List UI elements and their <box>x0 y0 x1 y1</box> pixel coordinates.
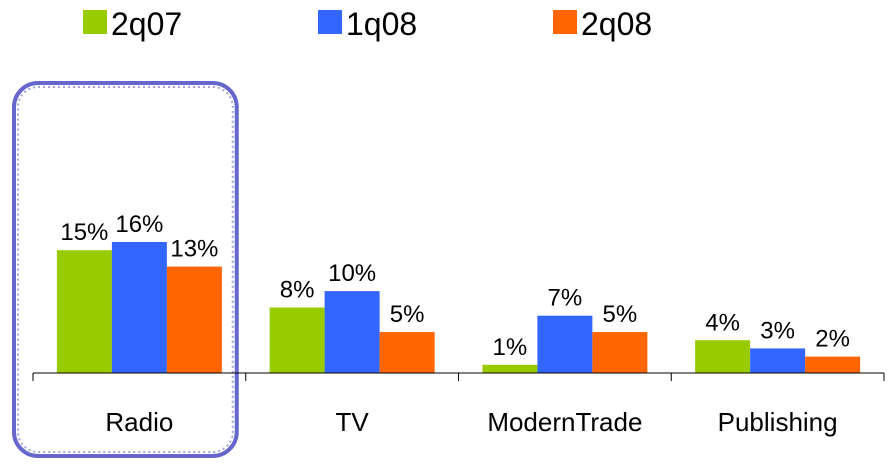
legend-label-2q07: 2q07 <box>111 6 182 42</box>
category-label-moderntrade: ModernTrade <box>487 407 642 437</box>
legend-swatch-1q08 <box>318 10 342 34</box>
category-label-publishing: Publishing <box>718 407 838 437</box>
category-label-tv: TV <box>336 407 370 437</box>
bar-moderntrade-2q08 <box>592 332 648 373</box>
highlight-layer <box>12 81 239 458</box>
value-label-moderntrade-2q07: 1% <box>493 334 528 361</box>
bar-publishing-2q07 <box>695 340 751 373</box>
category-label-radio: Radio <box>105 407 173 437</box>
value-label-moderntrade-2q08: 5% <box>603 301 638 328</box>
x-axis <box>32 372 885 381</box>
legend-label-2q08: 2q08 <box>581 6 652 42</box>
legend-swatch-2q08 <box>553 10 577 34</box>
category-labels: Radio TV ModernTrade Publishing <box>105 407 837 437</box>
bar-radio-2q08 <box>166 266 222 373</box>
bar-tv-2q08 <box>379 332 435 373</box>
value-label-radio-2q07: 15% <box>60 219 108 246</box>
bar-tv-2q07 <box>269 307 325 373</box>
value-label-publishing-2q08: 2% <box>815 326 850 353</box>
highlight-box-radio <box>12 81 239 458</box>
legend-label-1q08: 1q08 <box>346 6 417 42</box>
bar-radio-2q07 <box>56 250 112 373</box>
bars <box>56 242 861 373</box>
bar-radio-1q08 <box>111 242 167 373</box>
bar-tv-1q08 <box>324 291 380 373</box>
bar-publishing-1q08 <box>750 348 806 373</box>
bar-moderntrade-2q07 <box>482 364 538 373</box>
bar-publishing-2q08 <box>805 356 861 373</box>
legend-swatch-2q07 <box>83 10 107 34</box>
value-label-tv-1q08: 10% <box>328 260 376 287</box>
bar-moderntrade-1q08 <box>537 315 593 373</box>
value-label-tv-2q07: 8% <box>280 277 315 304</box>
legend: 2q07 1q08 2q08 <box>83 6 652 42</box>
value-labels: 15% 16% 13% 8% 10% 5% 1% 7% 5% 4% 3% 2% <box>60 211 850 361</box>
value-label-radio-1q08: 16% <box>115 211 163 238</box>
highlight-box-inner <box>17 86 234 453</box>
value-label-publishing-2q07: 4% <box>705 309 740 336</box>
value-label-moderntrade-1q08: 7% <box>548 285 583 312</box>
value-label-publishing-1q08: 3% <box>760 317 795 344</box>
value-label-radio-2q08: 13% <box>170 236 218 263</box>
value-label-tv-2q08: 5% <box>390 301 425 328</box>
